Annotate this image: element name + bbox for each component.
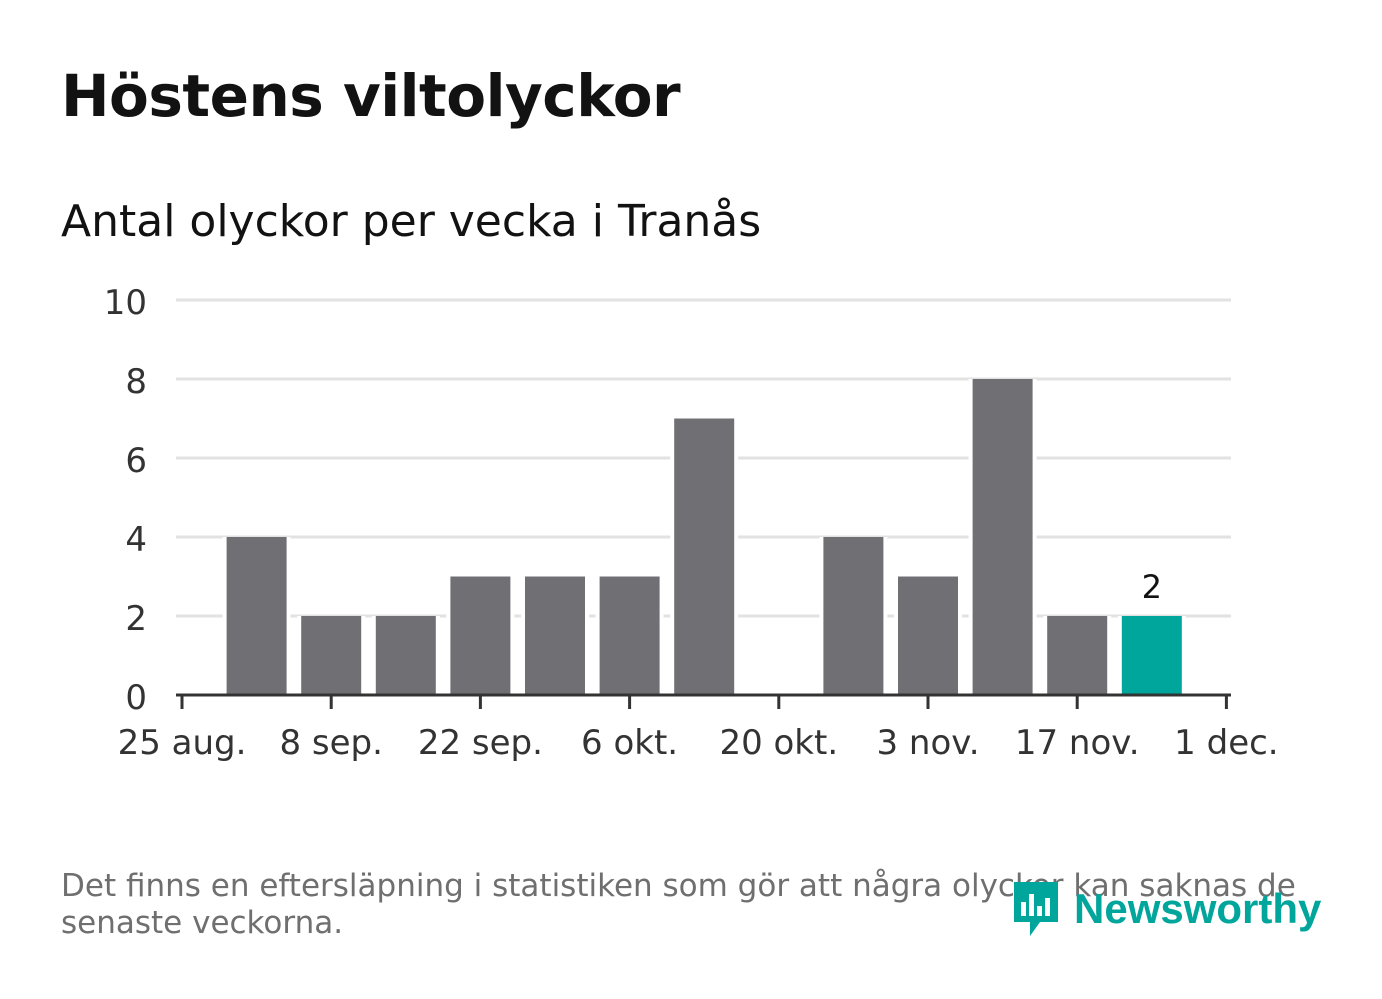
bar-value-label: 2 (1142, 568, 1162, 606)
y-tick-label-2: 2 (125, 599, 147, 639)
chart-title: Höstens viltolyckor (61, 62, 681, 130)
newsworthy-logo: Newsworthy (1010, 878, 1321, 940)
bar-12 (1047, 616, 1108, 695)
x-tick-label-4: 20 okt. (719, 723, 838, 763)
y-tick-label-0: 0 (125, 678, 147, 718)
x-tick-label-6: 17 nov. (1015, 723, 1140, 763)
x-tick-label-0: 25 aug. (118, 723, 247, 763)
bar-13 (1121, 616, 1182, 695)
bar-6 (599, 576, 660, 695)
bar-7 (674, 418, 735, 695)
bar-3 (375, 616, 436, 695)
x-tick-label-7: 1 dec. (1174, 723, 1278, 763)
y-tick-label-4: 4 (125, 520, 147, 560)
bar-1 (226, 537, 287, 695)
bar-11 (972, 379, 1033, 695)
y-tick-label-10: 10 (104, 283, 147, 323)
x-tick-label-1: 8 sep. (279, 723, 382, 763)
y-tick-label-8: 8 (125, 362, 147, 402)
bar-10 (898, 576, 958, 695)
x-tick-label-3: 6 okt. (581, 723, 678, 763)
x-tick-label-5: 3 nov. (876, 723, 979, 763)
newsworthy-chart-bubble-icon (1014, 882, 1058, 936)
x-tick-label-2: 22 sep. (418, 723, 543, 763)
bar-9 (823, 537, 884, 695)
bar-5 (525, 576, 585, 695)
bar-2 (301, 616, 362, 695)
logo-text: Newsworthy (1074, 885, 1322, 932)
y-tick-label-6: 6 (125, 441, 147, 481)
bar-4 (450, 576, 511, 695)
footnote: Det finns en eftersläpning i statistiken… (61, 868, 1296, 941)
chart-subtitle: Antal olyckor per vecka i Tranås (61, 196, 762, 247)
